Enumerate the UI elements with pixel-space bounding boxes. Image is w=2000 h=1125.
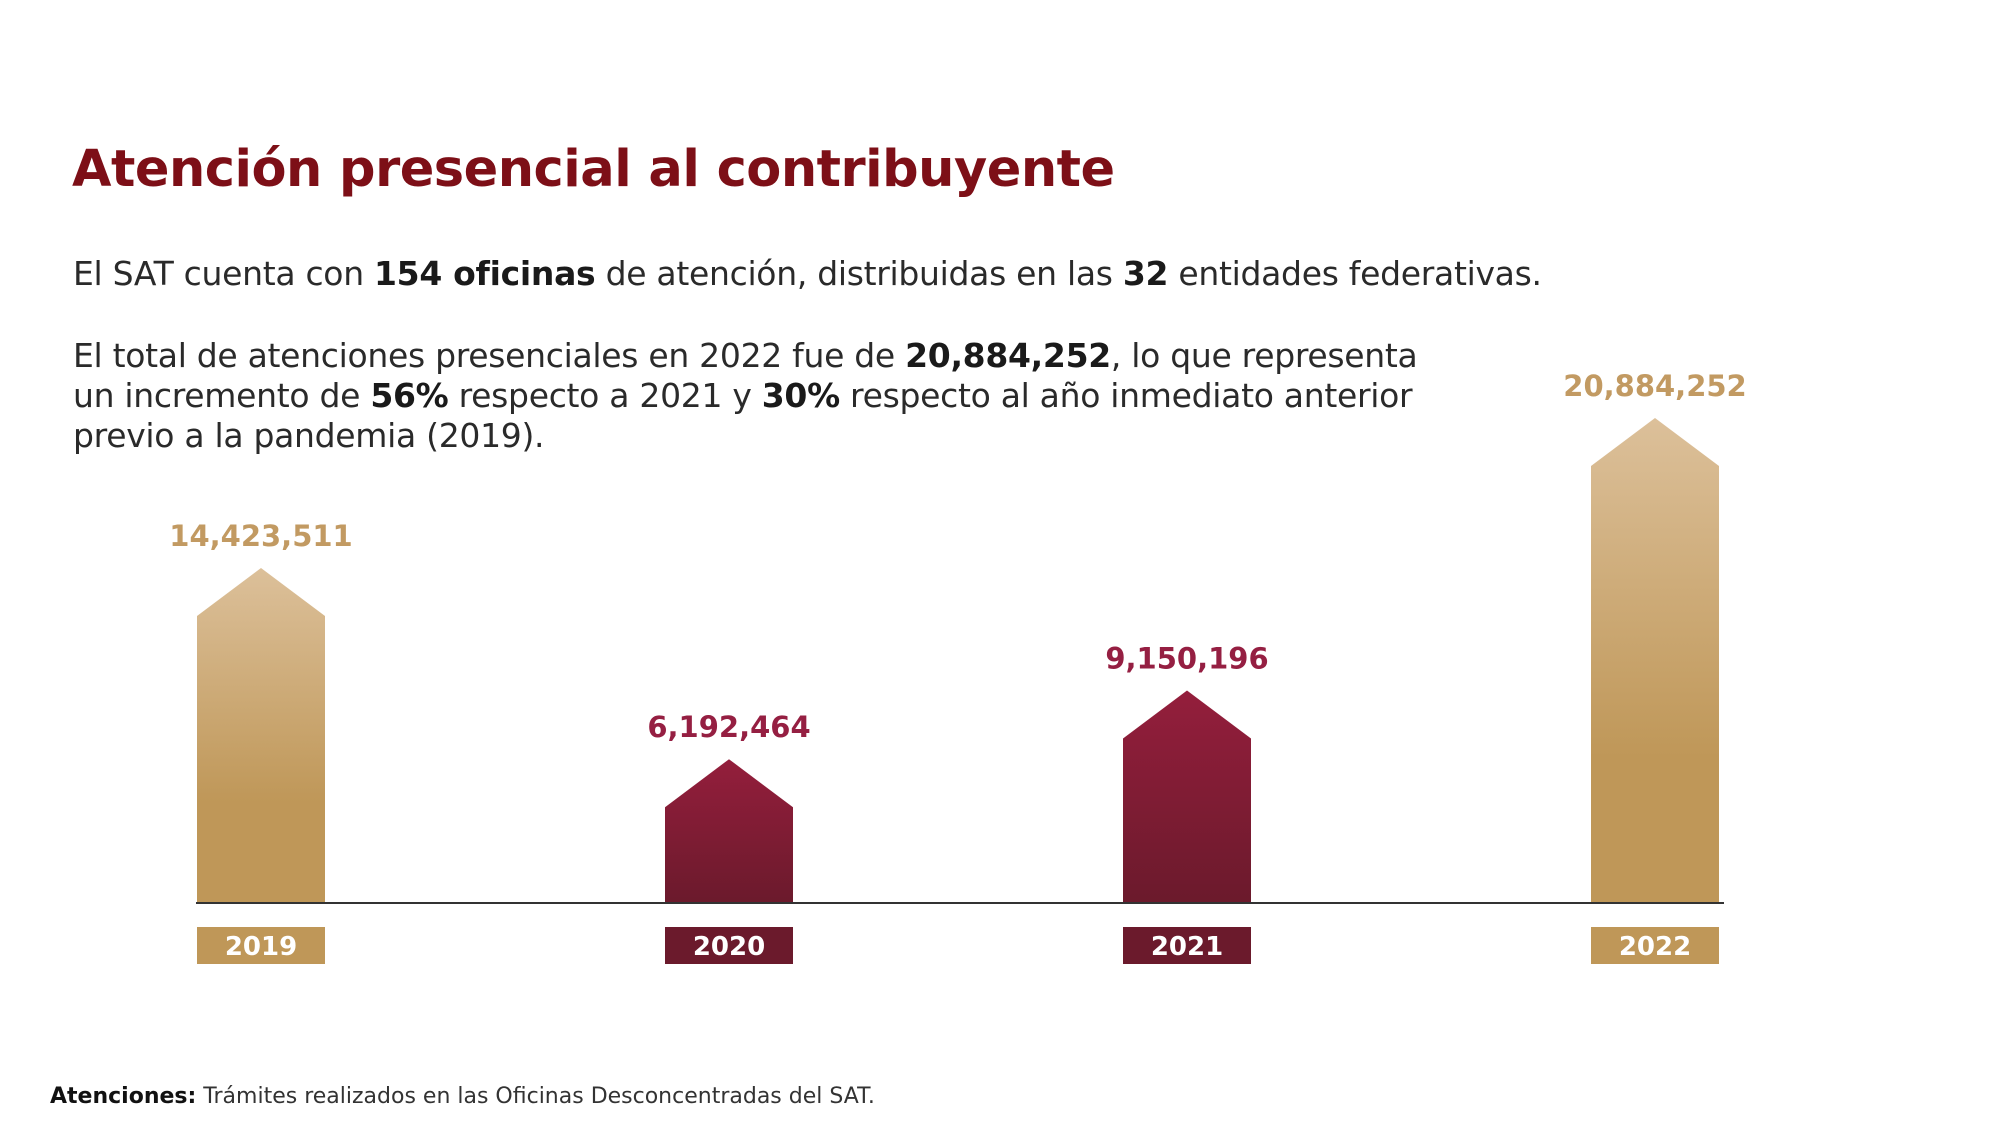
year-label-2019: 2019 — [225, 932, 297, 962]
p2-text-6: previo a la pandemia (2019). — [73, 416, 545, 455]
value-label-2022: 20,884,252 — [1563, 369, 1746, 403]
footnote-text: Trámites realizados en las Oficinas Desc… — [196, 1084, 875, 1109]
year-label-2021: 2021 — [1151, 932, 1223, 962]
bar-2019 — [197, 568, 325, 903]
bar-2020 — [665, 759, 793, 903]
footnote: Atenciones: Trámites realizados en las O… — [50, 1084, 875, 1109]
year-badge-2021 — [1123, 927, 1251, 964]
value-label-2021: 9,150,196 — [1105, 642, 1268, 676]
year-badge-2019 — [197, 927, 325, 964]
p1-text-3: entidades federativas. — [1168, 254, 1542, 293]
p2-text-1: El total de atenciones presenciales en 2… — [73, 336, 906, 375]
footnote-label: Atenciones: — [50, 1084, 197, 1109]
year-label-2020: 2020 — [693, 932, 765, 962]
year-badge-2022 — [1591, 927, 1719, 964]
value-label-2019: 14,423,511 — [169, 519, 352, 553]
p2-text-5: respecto al año inmediato anterior — [839, 376, 1413, 415]
year-label-2022: 2022 — [1619, 932, 1691, 962]
p2-bold-total: 20,884,252 — [905, 336, 1111, 375]
p1-text-1: El SAT cuenta con — [73, 254, 374, 293]
bar-2022 — [1591, 418, 1719, 903]
p2-bold-pct-2021: 56% — [370, 376, 449, 415]
year-badge-2020 — [665, 927, 793, 964]
totals-paragraph: El total de atenciones presenciales en 2… — [73, 336, 1418, 456]
p2-text-4: respecto a 2021 y — [448, 376, 762, 415]
offices-paragraph: El SAT cuenta con 154 oficinas de atenci… — [73, 254, 1542, 294]
p1-bold-states: 32 — [1122, 254, 1169, 293]
bar-2021 — [1123, 690, 1251, 903]
p2-text-2: , lo que representa — [1110, 336, 1418, 375]
p2-text-3: un incremento de — [73, 376, 371, 415]
value-label-2020: 6,192,464 — [647, 710, 810, 744]
p2-bold-pct-2019: 30% — [761, 376, 840, 415]
p1-text-2: de atención, distribuidas en las — [595, 254, 1123, 293]
p1-bold-offices: 154 oficinas — [374, 254, 596, 293]
page-title: Atención presencial al contribuyente — [72, 140, 1115, 199]
